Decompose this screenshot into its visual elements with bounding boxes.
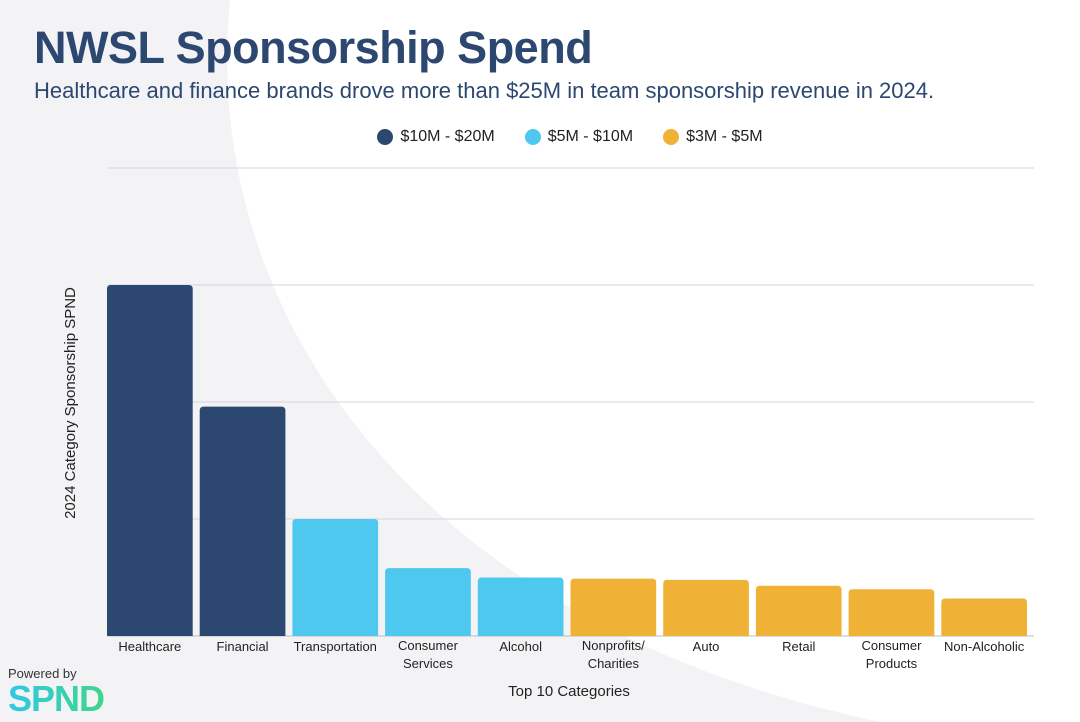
legend-label: $3M - $5M	[686, 128, 763, 145]
x-tick-label: Non-Alcoholic	[944, 639, 1025, 654]
bar	[477, 577, 564, 636]
powered-by-label: Powered by	[8, 666, 77, 681]
bar	[941, 598, 1027, 636]
x-tick-label: Auto	[693, 639, 720, 654]
x-tick-label: Transportation	[294, 639, 377, 654]
legend-swatch	[524, 129, 541, 145]
legend-swatch	[663, 129, 680, 145]
bar	[755, 585, 842, 636]
bar	[292, 519, 379, 636]
brand-logo: Powered by SPND	[8, 666, 105, 720]
x-tick-label: Healthcare	[118, 639, 181, 654]
x-tick-label: Financial	[217, 639, 269, 654]
bar	[570, 578, 657, 636]
x-tick-label: Alcohol	[499, 639, 542, 654]
bar	[385, 568, 471, 636]
bar	[107, 285, 193, 636]
legend-item: $5M - $10M	[524, 128, 634, 146]
legend-swatch	[377, 129, 394, 145]
bar	[199, 406, 286, 636]
bar	[848, 589, 935, 636]
bar	[663, 579, 749, 636]
legend-label: $5M - $10M	[547, 128, 634, 145]
chart-title: NWSL Sponsorship Spend	[34, 22, 593, 73]
legend-label: $10M - $20M	[400, 128, 495, 145]
x-tick-label: Consumer Services	[398, 638, 459, 671]
spnd-logo: SPND	[8, 678, 105, 719]
x-tick-label: Retail	[782, 639, 815, 654]
x-tick-label: Nonprofits/Charities	[582, 638, 645, 671]
chart-subtitle: Healthcare and finance brands drove more…	[34, 78, 935, 103]
legend: $10M - $20M $5M - $10M $3M - $5M	[0, 128, 1080, 146]
x-axis-title: Top 10 Categories	[508, 683, 630, 700]
x-tick-label: Consumer Products	[861, 638, 922, 671]
y-axis-title: 2024 Category Sponsorship SPND	[62, 287, 79, 519]
legend-item: $10M - $20M	[377, 128, 495, 146]
legend-item: $3M - $5M	[663, 128, 763, 146]
